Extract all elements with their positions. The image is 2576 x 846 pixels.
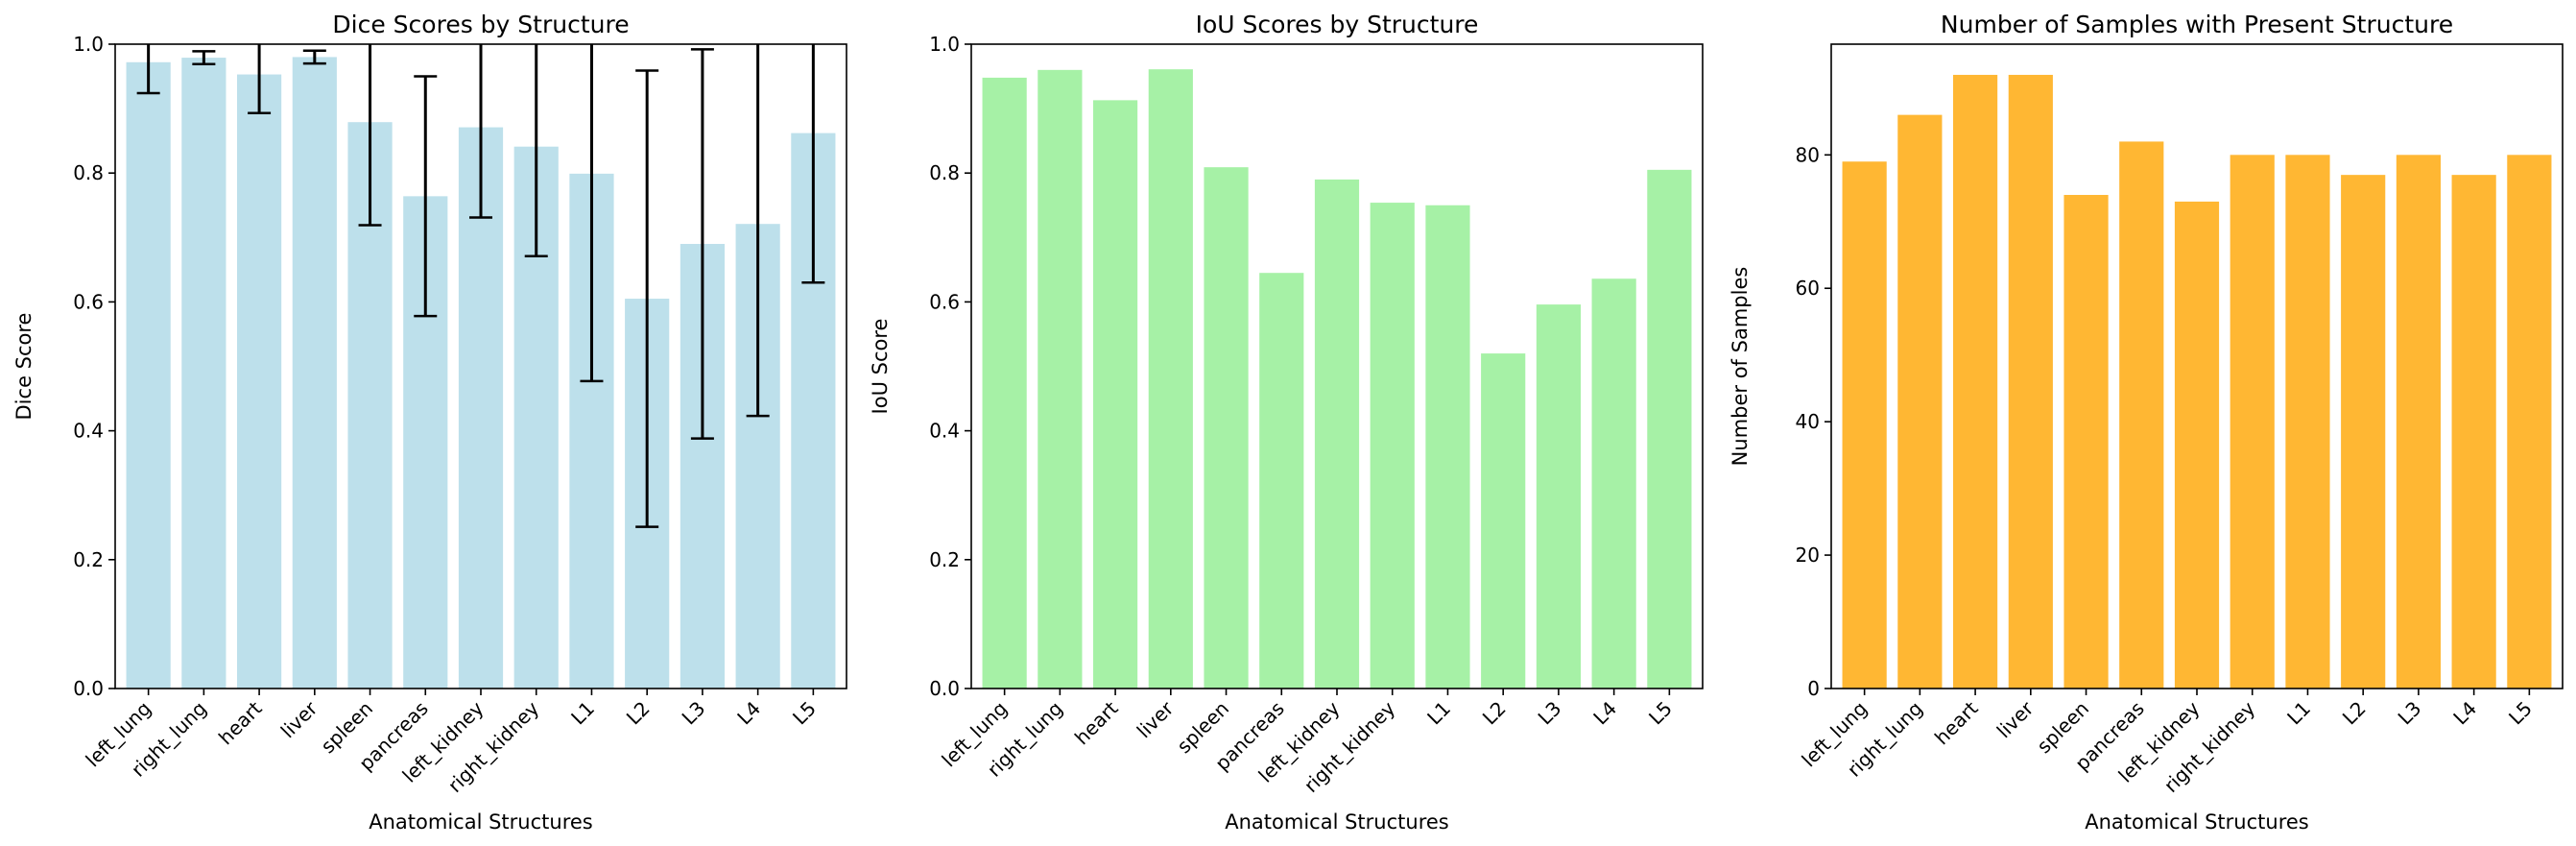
x-tick-label: L2 [622, 697, 655, 730]
y-tick-label: 0.6 [929, 290, 960, 313]
iou-bar-right_kidney [1370, 203, 1415, 689]
samples-bar-left_lung [1842, 161, 1887, 689]
dice-bar-right_lung [181, 58, 227, 689]
iou-bar-L5 [1647, 169, 1692, 689]
x-tick-label: L3 [1534, 697, 1566, 730]
x-tick-label: L3 [678, 697, 710, 730]
samples-bar-pancreas [2119, 141, 2164, 689]
iou-bar-L3 [1536, 304, 1581, 689]
samples-bar-spleen [2063, 194, 2109, 689]
samples-chart-title: Number of Samples with Present Structure [1941, 11, 2453, 38]
x-tick-label: liver [276, 696, 322, 742]
x-tick-label: heart [1930, 696, 1983, 749]
x-tick-label: heart [1070, 696, 1123, 749]
y-tick-label: 0.0 [929, 677, 960, 700]
y-tick-label: 0.8 [73, 161, 104, 184]
iou-bar-pancreas [1259, 273, 1304, 689]
iou-bar-left_lung [982, 77, 1027, 689]
samples-bar-L3 [2396, 155, 2441, 689]
iou-bar-L1 [1425, 205, 1470, 689]
x-tick-label: heart [214, 696, 267, 749]
samples-bar-L1 [2285, 155, 2330, 689]
iou-bar-right_lung [1038, 69, 1083, 689]
iou-bar-left_kidney [1314, 179, 1360, 689]
y-tick-label: 60 [1796, 277, 1820, 300]
x-axis-label: Anatomical Structures [2085, 810, 2308, 834]
iou-chart-title: IoU Scores by Structure [1196, 11, 1479, 38]
dice-bar-left_lung [126, 61, 171, 689]
dice-error-bars [136, 44, 825, 528]
x-tick-label: liver [1133, 696, 1179, 742]
x-tick-label: L1 [1422, 697, 1455, 730]
y-axis-label: IoU Score [869, 319, 892, 415]
samples-bar-L4 [2451, 175, 2496, 689]
x-tick-label: L5 [788, 697, 821, 730]
y-tick-label: 80 [1796, 143, 1820, 166]
samples-bar-liver [2008, 74, 2053, 689]
x-tick-label: liver [1992, 696, 2039, 742]
y-axis-label: Dice Score [12, 313, 36, 421]
x-tick-label: L5 [1644, 697, 1677, 730]
iou-bar-liver [1148, 69, 1193, 689]
y-tick-label: 0.8 [929, 161, 960, 184]
iou-bar-L4 [1591, 278, 1636, 689]
samples-bar-L5 [2507, 155, 2552, 689]
x-tick-label: L2 [1478, 697, 1511, 730]
y-tick-label: 0.2 [73, 548, 104, 571]
dice-chart-title: Dice Scores by Structure [332, 11, 629, 38]
samples-bar-heart [1953, 74, 1998, 689]
x-tick-label: L3 [2394, 697, 2426, 730]
x-axis-label: Anatomical Structures [369, 810, 592, 834]
dice-bar-left_kidney [458, 127, 504, 689]
x-tick-label: L2 [2338, 697, 2371, 730]
y-tick-label: 0.2 [929, 548, 960, 571]
y-tick-label: 40 [1796, 410, 1820, 433]
iou-bar-spleen [1204, 167, 1249, 689]
iou-bar-heart [1093, 100, 1138, 689]
dice-bar-liver [292, 57, 337, 689]
x-tick-label: L4 [2448, 697, 2481, 730]
x-tick-label: L1 [2282, 697, 2315, 730]
y-tick-label: 0.4 [73, 420, 104, 443]
samples-bar-right_kidney [2230, 155, 2275, 689]
dice-bar-heart [237, 74, 282, 689]
y-tick-label: 0 [1807, 677, 1820, 700]
y-tick-label: 0.4 [929, 420, 960, 443]
x-tick-label: L5 [2504, 697, 2537, 730]
y-tick-label: 1.0 [73, 33, 104, 56]
y-tick-label: 1.0 [929, 33, 960, 56]
x-tick-label: L1 [566, 697, 599, 730]
samples-bar-L2 [2341, 175, 2386, 689]
x-tick-label: L4 [732, 697, 765, 730]
y-tick-label: 0.6 [73, 290, 104, 313]
samples-bar-right_lung [1897, 114, 1943, 689]
x-axis-label: Anatomical Structures [1225, 810, 1448, 834]
iou-bar-L2 [1481, 353, 1526, 689]
y-tick-label: 20 [1796, 544, 1820, 567]
x-tick-label: L4 [1588, 697, 1621, 730]
y-axis-label: Number of Samples [1729, 267, 1752, 467]
samples-bar-left_kidney [2174, 201, 2220, 689]
y-tick-label: 0.0 [73, 677, 104, 700]
